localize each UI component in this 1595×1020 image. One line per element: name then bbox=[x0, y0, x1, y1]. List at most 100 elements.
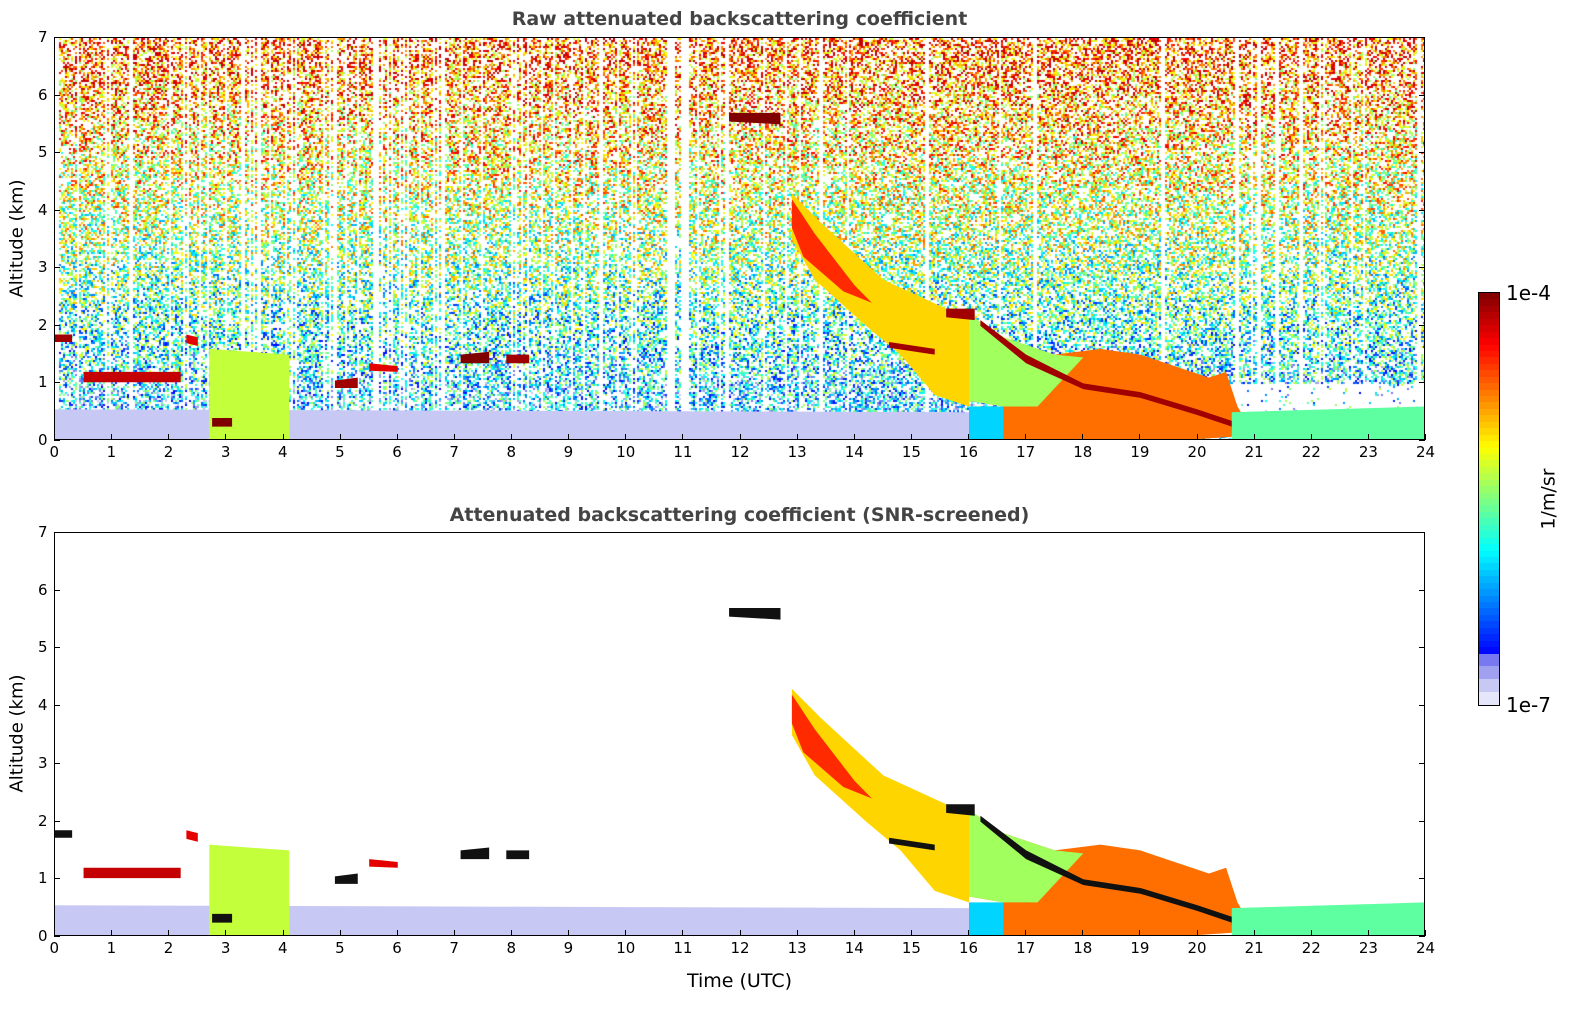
feature-column-3-4h bbox=[209, 348, 290, 439]
x-tick-mark bbox=[111, 434, 113, 440]
x-tick-mark bbox=[282, 434, 284, 440]
colorbar-segment bbox=[1479, 466, 1499, 474]
colorbar-segment bbox=[1479, 511, 1499, 519]
colorbar-segment bbox=[1479, 556, 1499, 564]
colorbar-segment bbox=[1479, 408, 1499, 416]
x-tick-label: 8 bbox=[506, 443, 517, 461]
colorbar-segment bbox=[1479, 550, 1499, 557]
y-tick-label: 1 bbox=[38, 373, 48, 392]
y-tick-label: 4 bbox=[38, 200, 48, 219]
y-tick-mark bbox=[54, 647, 60, 649]
colorbar-segment bbox=[1479, 531, 1499, 538]
x-tick-mark bbox=[568, 930, 570, 936]
colorbar-segment bbox=[1479, 608, 1499, 615]
y-tick-mark bbox=[1419, 878, 1425, 880]
y-tick-label: 2 bbox=[38, 315, 48, 334]
y-tick-mark bbox=[54, 37, 60, 38]
x-tick-label: 20 bbox=[1187, 443, 1207, 461]
x-tick-label: 3 bbox=[220, 443, 231, 461]
x-tick-mark bbox=[625, 434, 627, 440]
feature-cloud-2.3h-1.8km bbox=[186, 334, 198, 347]
y-tick-mark bbox=[1419, 152, 1425, 154]
x-tick-mark bbox=[853, 930, 855, 936]
colorbar-segment bbox=[1479, 621, 1499, 628]
y-tick-mark bbox=[1419, 705, 1425, 707]
x-tick-mark bbox=[1367, 434, 1369, 440]
colorbar-segment bbox=[1479, 338, 1499, 345]
y-tick-mark bbox=[1419, 267, 1425, 269]
x-tick-mark bbox=[910, 930, 912, 936]
colorbar-segment bbox=[1479, 602, 1499, 609]
x-tick-mark bbox=[968, 434, 969, 440]
colorbar-max-label: 1e-4 bbox=[1506, 281, 1551, 305]
x-tick-mark bbox=[453, 930, 455, 936]
x-tick-mark bbox=[1139, 434, 1141, 440]
colorbar-segment bbox=[1479, 685, 1499, 693]
colorbar-segment bbox=[1479, 679, 1499, 686]
x-tick-mark bbox=[796, 434, 798, 440]
colorbar bbox=[1478, 292, 1500, 706]
x-tick-label: 4 bbox=[278, 939, 288, 957]
x-tick-mark bbox=[968, 930, 969, 936]
x-tick-label: 13 bbox=[787, 939, 807, 957]
x-tick-label: 4 bbox=[278, 443, 288, 461]
x-tick-mark bbox=[853, 434, 855, 440]
x-tick-label: 6 bbox=[392, 443, 402, 461]
colorbar-segment bbox=[1479, 447, 1499, 454]
colorbar-segment bbox=[1479, 331, 1499, 339]
y-tick-mark bbox=[54, 762, 60, 764]
x-tick-label: 10 bbox=[616, 939, 636, 957]
x-tick-mark bbox=[1025, 930, 1027, 936]
x-tick-label: 9 bbox=[563, 443, 574, 461]
x-tick-mark bbox=[910, 434, 912, 440]
colorbar-segment bbox=[1479, 582, 1499, 590]
colorbar-segment bbox=[1479, 434, 1499, 442]
x-tick-label: 9 bbox=[563, 939, 574, 957]
x-tick-mark bbox=[511, 930, 512, 936]
top-chart-title: Raw attenuated backscattering coefficien… bbox=[511, 8, 968, 30]
y-tick-mark bbox=[54, 820, 60, 822]
feature-cloud-15.5h-1.6km bbox=[889, 837, 935, 851]
bottom-y-axis-label: Altitude (km) bbox=[6, 674, 28, 793]
x-tick-label: 1 bbox=[106, 939, 117, 957]
colorbar-segment bbox=[1479, 396, 1499, 403]
x-tick-label: 16 bbox=[959, 939, 979, 957]
x-tick-label: 14 bbox=[844, 939, 864, 957]
y-tick-label: 0 bbox=[38, 927, 48, 945]
feature-cloud-15.5h-1.6km bbox=[889, 341, 935, 355]
y-tick-label: 3 bbox=[38, 258, 48, 277]
x-tick-label: 15 bbox=[901, 443, 921, 461]
x-tick-mark bbox=[168, 930, 170, 936]
x-tick-label: 11 bbox=[673, 939, 693, 957]
colorbar-segment bbox=[1479, 640, 1499, 648]
colorbar-segment bbox=[1479, 544, 1499, 551]
x-tick-mark bbox=[111, 930, 113, 936]
x-tick-label: 1 bbox=[106, 443, 117, 461]
colorbar-segment bbox=[1479, 441, 1499, 448]
x-tick-label: 22 bbox=[1301, 443, 1321, 461]
y-tick-label: 4 bbox=[38, 696, 48, 715]
y-tick-mark bbox=[1419, 209, 1425, 211]
feature-surface-layer bbox=[55, 409, 969, 439]
feature-cloud-2.3h-1.8km bbox=[186, 830, 198, 842]
colorbar-segment bbox=[1479, 627, 1499, 635]
x-tick-mark bbox=[396, 930, 398, 936]
x-tick-mark bbox=[682, 930, 684, 936]
y-tick-mark bbox=[54, 382, 60, 384]
colorbar-segment bbox=[1479, 428, 1499, 435]
y-tick-mark bbox=[1419, 820, 1425, 822]
x-tick-mark bbox=[1139, 930, 1141, 936]
y-tick-mark bbox=[54, 532, 60, 533]
colorbar-segment bbox=[1479, 492, 1499, 499]
colorbar-segment bbox=[1479, 305, 1499, 313]
x-tick-mark bbox=[1253, 930, 1255, 936]
top-y-axis-label: Altitude (km) bbox=[6, 179, 28, 298]
x-tick-mark bbox=[1082, 434, 1084, 440]
colorbar-segment bbox=[1479, 376, 1499, 384]
colorbar-segment bbox=[1479, 659, 1499, 667]
x-tick-label: 6 bbox=[392, 939, 402, 957]
colorbar-segment bbox=[1479, 537, 1499, 545]
x-tick-mark bbox=[739, 930, 741, 936]
y-tick-mark bbox=[1419, 440, 1425, 441]
feature-cloud-7.3h-1.45km bbox=[460, 351, 490, 364]
